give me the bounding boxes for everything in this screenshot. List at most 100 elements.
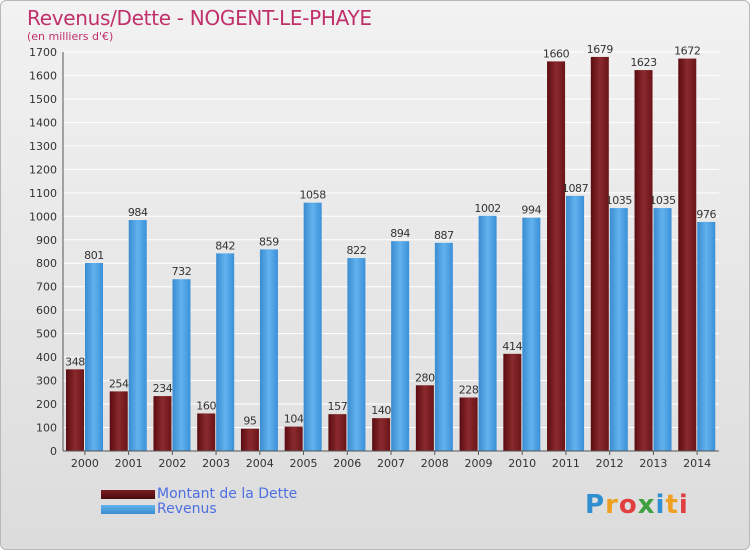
x-tick-label: 2000 [71, 457, 99, 470]
bar-revenus [391, 241, 410, 451]
data-label-revenus: 976 [696, 208, 716, 221]
bar-dette [109, 391, 128, 451]
data-label-dette: 160 [196, 399, 216, 412]
y-tick-label: 500 [36, 328, 57, 341]
data-label-dette: 254 [109, 377, 129, 390]
bar-revenus [172, 279, 191, 451]
y-tick-label: 1300 [29, 140, 57, 153]
data-label-dette: 234 [153, 382, 173, 395]
x-tick-label: 2009 [464, 457, 492, 470]
x-tick-label: 2014 [683, 457, 711, 470]
y-tick-label: 400 [36, 351, 57, 364]
bar-revenus [653, 208, 672, 451]
x-tick-label: 2004 [246, 457, 274, 470]
y-tick-label: 300 [36, 375, 57, 388]
data-label-dette: 1672 [674, 45, 700, 58]
bar-revenus [347, 258, 366, 451]
x-tick-label: 2013 [639, 457, 667, 470]
data-label-revenus: 1035 [649, 194, 676, 207]
data-label-dette: 104 [284, 413, 304, 426]
logo-letter: r [605, 490, 619, 520]
y-tick-label: 1000 [29, 210, 57, 223]
bar-revenus [522, 217, 541, 451]
data-label-revenus: 994 [521, 204, 541, 217]
logo-letter: i [655, 490, 666, 520]
bar-dette [372, 418, 391, 451]
y-tick-label: 1500 [29, 93, 57, 106]
data-label-revenus: 984 [128, 206, 148, 219]
proxiti-logo: Proxiti [585, 490, 689, 520]
bar-revenus [303, 202, 322, 451]
y-tick-label: 1100 [29, 187, 57, 200]
data-label-revenus: 1058 [299, 189, 326, 202]
data-label-dette: 414 [502, 340, 522, 353]
data-label-dette: 228 [459, 383, 479, 396]
bar-revenus [609, 208, 628, 451]
x-tick-label: 2011 [552, 457, 580, 470]
bar-revenus [697, 221, 716, 451]
bar-dette [634, 70, 653, 451]
legend-swatch-dette [101, 490, 155, 499]
bar-revenus [566, 195, 585, 451]
chart-title: Revenus/Dette - NOGENT-LE-PHAYE [27, 6, 372, 30]
x-tick-label: 2008 [421, 457, 449, 470]
bar-dette [240, 428, 259, 451]
bar-dette [153, 396, 172, 451]
bar-revenus [259, 249, 278, 451]
data-label-revenus: 894 [390, 227, 410, 240]
data-label-dette: 1623 [630, 56, 657, 69]
logo-letter: P [585, 490, 606, 520]
bar-revenus [216, 253, 235, 451]
bar-revenus [434, 242, 453, 451]
y-tick-label: 600 [36, 304, 57, 317]
data-label-dette: 1660 [543, 47, 570, 60]
data-label-revenus: 859 [259, 235, 279, 248]
data-label-revenus: 801 [84, 249, 104, 262]
data-label-revenus: 822 [347, 244, 367, 257]
data-label-revenus: 732 [172, 265, 192, 278]
x-tick-label: 2010 [508, 457, 536, 470]
x-tick-label: 2001 [115, 457, 143, 470]
x-tick-label: 2012 [596, 457, 624, 470]
legend-label-revenus: Revenus [157, 501, 217, 517]
data-label-revenus: 1035 [606, 194, 633, 207]
y-tick-label: 1200 [29, 163, 57, 176]
chart-subtitle: (en milliers d'€) [27, 30, 114, 43]
y-tick-label: 800 [36, 257, 57, 270]
data-label-dette: 280 [415, 371, 435, 384]
x-tick-label: 2007 [377, 457, 405, 470]
bar-dette [284, 426, 303, 451]
x-tick-label: 2002 [158, 457, 186, 470]
bar-revenus [128, 220, 147, 451]
bar-dette [66, 369, 84, 451]
data-label-dette: 348 [65, 355, 85, 368]
data-label-dette: 95 [243, 415, 257, 428]
legend-label-dette: Montant de la Dette [157, 486, 298, 502]
y-tick-label: 200 [36, 398, 57, 411]
bar-dette [415, 385, 434, 451]
y-tick-label: 1400 [29, 116, 57, 129]
data-label-revenus: 887 [434, 229, 454, 242]
data-label-revenus: 1002 [474, 202, 500, 215]
y-tick-label: 1700 [29, 46, 57, 59]
y-tick-label: 0 [50, 445, 57, 458]
bar-dette [547, 61, 566, 451]
bar-dette [590, 56, 609, 451]
data-label-revenus: 842 [215, 239, 235, 252]
bar-dette [197, 413, 216, 451]
bar-dette [459, 397, 478, 451]
x-tick-label: 2003 [202, 457, 230, 470]
bar-dette [678, 58, 697, 451]
logo-letter: i [678, 490, 689, 520]
data-label-dette: 140 [371, 404, 391, 417]
bar-dette [503, 353, 522, 451]
y-tick-label: 700 [36, 281, 57, 294]
y-tick-label: 100 [36, 422, 57, 435]
logo-letter: t [665, 490, 679, 520]
y-tick-label: 900 [36, 234, 57, 247]
bar-revenus [478, 215, 497, 451]
y-tick-label: 1600 [29, 69, 57, 82]
logo-letter: x [637, 490, 656, 520]
x-tick-label: 2005 [290, 457, 318, 470]
